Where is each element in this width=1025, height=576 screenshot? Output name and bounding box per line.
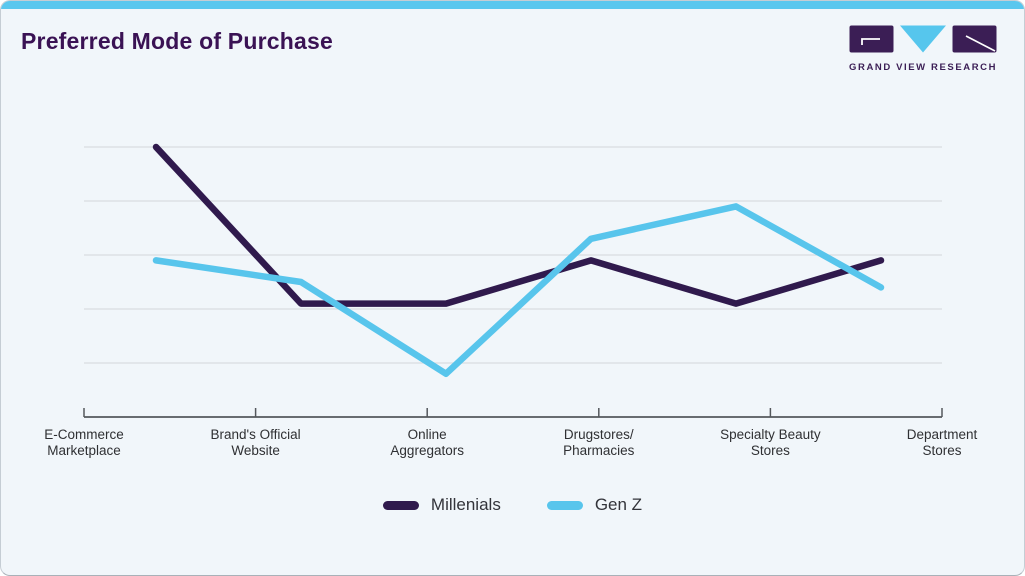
- gvr-logo-mark: [849, 25, 997, 53]
- x-axis-label: E-Commerce Marketplace: [44, 427, 124, 458]
- genz-line-swatch: [546, 500, 583, 510]
- gvr-logo: GRAND VIEW RESEARCH: [849, 25, 997, 73]
- legend-item-genz: Gen Z: [546, 495, 643, 515]
- logo-text: GRAND VIEW RESEARCH: [849, 62, 998, 73]
- page-title: Preferred Mode of Purchase: [21, 28, 333, 54]
- millenials-line-swatch: [382, 500, 419, 510]
- logo-r-glyph: [965, 35, 996, 52]
- series-line-gen-z: [152, 203, 885, 378]
- logo-g-glyph: [861, 38, 880, 45]
- top-accent-bar: [1, 1, 1024, 9]
- legend-item-millenials: Millenials: [382, 495, 501, 515]
- x-axis-label: Specialty Beauty Stores: [720, 427, 821, 458]
- x-axis-label: Drugstores/Pharmacies: [563, 427, 635, 458]
- x-axis-label: Department Stores: [907, 427, 978, 458]
- chart-legend: Millenials Gen Z: [1, 495, 1024, 515]
- legend-label-millenials: Millenials: [430, 495, 501, 514]
- x-axis-label: Brand's Official Website: [211, 427, 301, 458]
- logo-v-triangle: [900, 25, 946, 53]
- legend-label-genz: Gen Z: [594, 495, 643, 514]
- x-axis-label: Online Aggregators: [390, 427, 464, 458]
